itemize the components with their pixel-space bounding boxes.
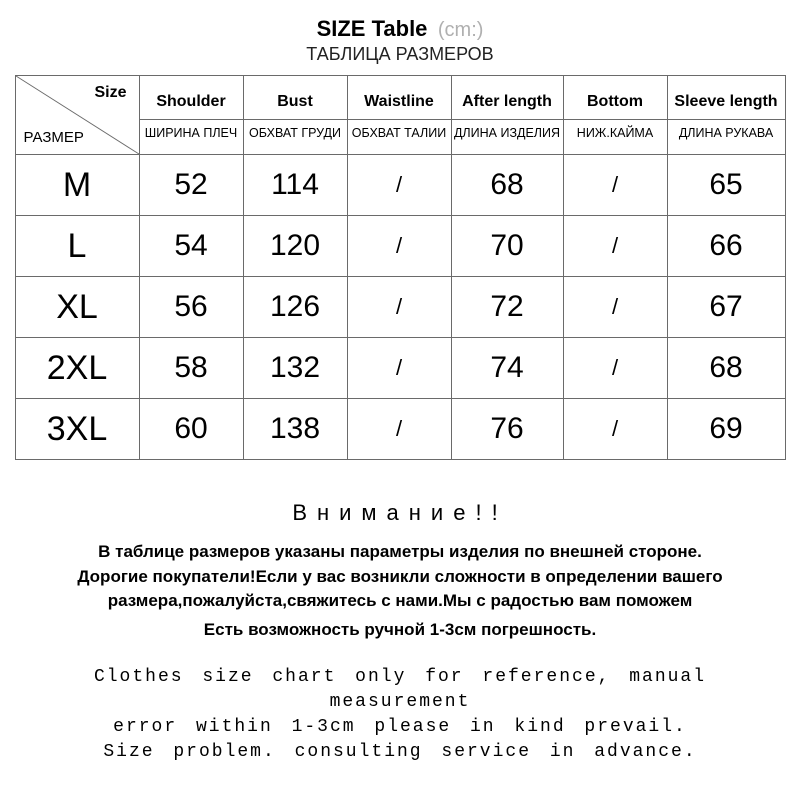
diag-top-label: Size [94,84,126,102]
value-cell: 72 [451,277,563,338]
column-header-en: Shoulder [140,83,243,111]
size-cell: L [15,216,139,277]
size-cell: 3XL [15,399,139,460]
column-header: Bust ОБХВАТ ГРУДИ [243,76,347,155]
table-row: 2XL58132/74/68 [15,338,785,399]
column-header-ru: НИЖ.КАЙМА [564,126,667,148]
notes-en-line: error within 1-3cm please in kind prevai… [40,715,760,740]
value-cell: 60 [139,399,243,460]
value-cell: / [347,216,451,277]
notes-header: Внимание!! [40,500,760,526]
column-header-ru: ДЛИНА РУКАВА [668,126,785,148]
column-header-en: Waistline [348,83,451,111]
value-cell: 69 [667,399,785,460]
table-row: M52114/68/65 [15,155,785,216]
title-main: SIZE Table [317,16,428,42]
notes-ru-line: размера,пожалуйста,свяжитесь с нами.Мы с… [40,589,760,614]
value-cell: 65 [667,155,785,216]
title-sub: ТАБЛИЦА РАЗМЕРОВ [0,44,800,65]
value-cell: / [347,155,451,216]
value-cell: / [347,399,451,460]
diagonal-header: Size РАЗМЕР [15,76,139,155]
value-cell: / [563,277,667,338]
column-header-en: Bust [244,83,347,111]
value-cell: 56 [139,277,243,338]
table-row: XL56126/72/67 [15,277,785,338]
value-cell: 120 [243,216,347,277]
size-cell: XL [15,277,139,338]
notes-en-line: Clothes size chart only for reference, m… [40,665,760,715]
value-cell: / [563,155,667,216]
value-cell: / [563,216,667,277]
value-cell: 54 [139,216,243,277]
column-header: Sleeve length ДЛИНА РУКАВА [667,76,785,155]
column-header-ru: ШИРИНА ПЛЕЧ [140,126,243,148]
notes-ru-line: В таблице размеров указаны параметры изд… [40,540,760,565]
column-header-en: After length [452,83,563,111]
column-header-en: Bottom [564,83,667,111]
value-cell: 126 [243,277,347,338]
value-cell: / [347,277,451,338]
column-header: After length ДЛИНА ИЗДЕЛИЯ [451,76,563,155]
value-cell: 74 [451,338,563,399]
notes-ru-line: Есть возможность ручной 1-3см погрешност… [40,618,760,643]
size-chart-page: SIZE Table (cm:) ТАБЛИЦА РАЗМЕРОВ Size Р… [0,0,800,800]
table-row: 3XL60138/76/69 [15,399,785,460]
table-body: M52114/68/65L54120/70/66XL56126/72/672XL… [15,155,785,460]
notes-en-line: Size problem. consulting service in adva… [40,740,760,765]
table-row: L54120/70/66 [15,216,785,277]
column-header-ru: ОБХВАТ ГРУДИ [244,126,347,148]
notes-ru-line: Дорогие покупатели!Если у вас возникли с… [40,565,760,590]
column-header: Bottom НИЖ.КАЙМА [563,76,667,155]
notes-en-block: Clothes size chart only for reference, m… [40,665,760,766]
diag-bottom-label: РАЗМЕР [24,129,84,146]
size-cell: M [15,155,139,216]
value-cell: / [563,338,667,399]
title-unit: (cm:) [438,19,484,42]
column-header-ru: ОБХВАТ ТАЛИИ [348,126,451,148]
value-cell: 67 [667,277,785,338]
size-table: Size РАЗМЕР ShoulderШИРИНА ПЛЕЧBustОБХВА… [15,75,786,460]
column-header-en: Sleeve length [668,83,785,111]
value-cell: / [563,399,667,460]
value-cell: 114 [243,155,347,216]
value-cell: 58 [139,338,243,399]
column-header: Waistline ОБХВАТ ТАЛИИ [347,76,451,155]
value-cell: 66 [667,216,785,277]
value-cell: 52 [139,155,243,216]
header-row: Size РАЗМЕР ShoulderШИРИНА ПЛЕЧBustОБХВА… [15,76,785,155]
value-cell: 132 [243,338,347,399]
notes-block: Внимание!! В таблице размеров указаны па… [40,500,760,765]
value-cell: 70 [451,216,563,277]
value-cell: 68 [451,155,563,216]
value-cell: 76 [451,399,563,460]
column-header-ru: ДЛИНА ИЗДЕЛИЯ [452,126,563,148]
title-block: SIZE Table (cm:) ТАБЛИЦА РАЗМЕРОВ [0,16,800,65]
value-cell: / [347,338,451,399]
column-header: Shoulder ШИРИНА ПЛЕЧ [139,76,243,155]
value-cell: 138 [243,399,347,460]
size-cell: 2XL [15,338,139,399]
value-cell: 68 [667,338,785,399]
